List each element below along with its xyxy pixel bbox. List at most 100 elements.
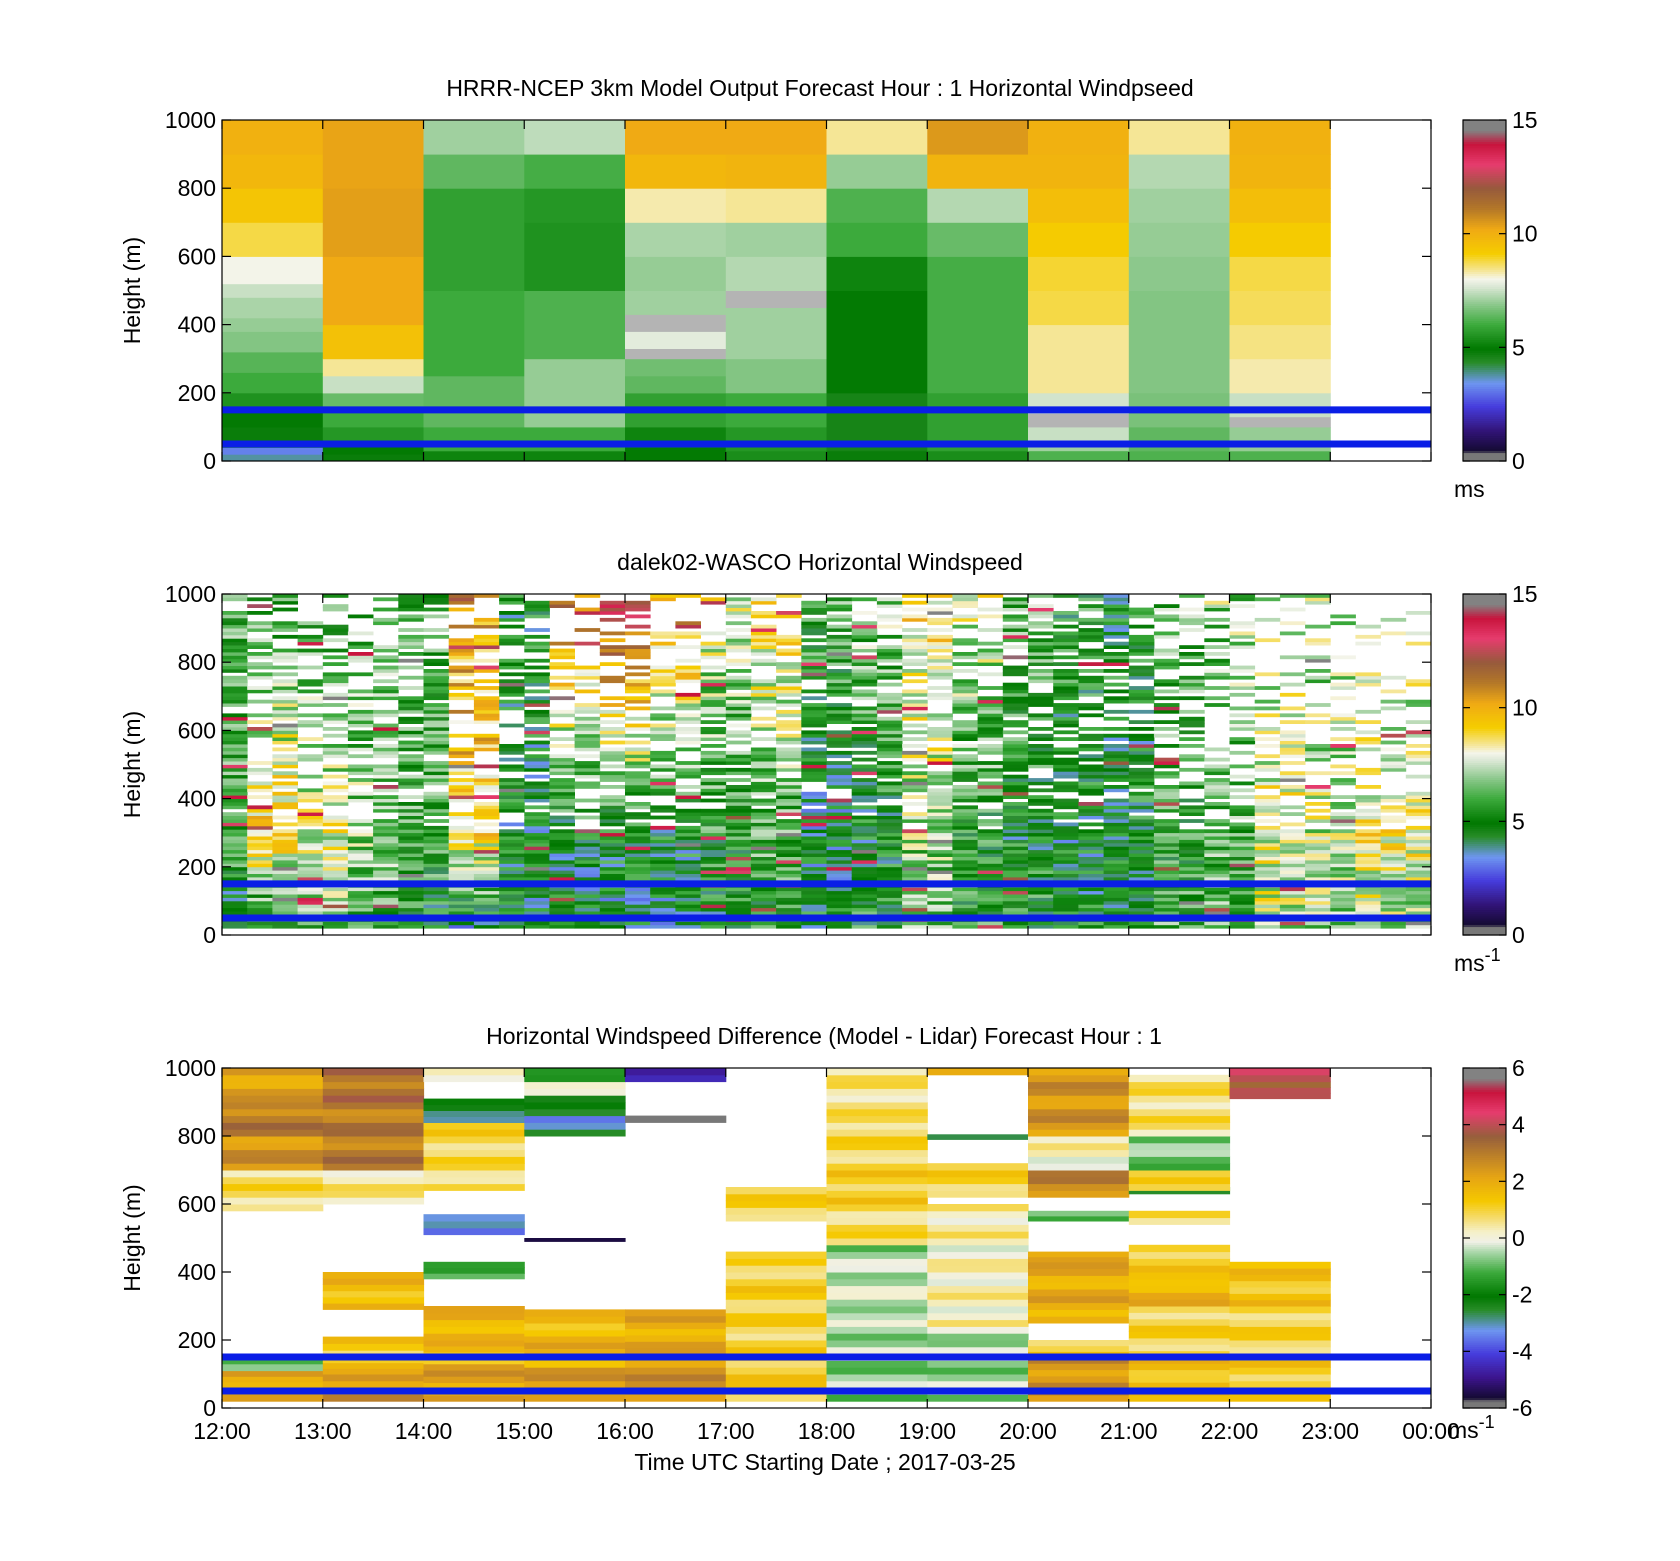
heatmap-cell (247, 870, 273, 874)
heatmap-cell (549, 600, 575, 605)
heatmap-cell (574, 785, 601, 789)
heatmap-cell (977, 706, 1004, 711)
heatmap-cell (801, 655, 827, 660)
heatmap-cell (423, 450, 525, 462)
heatmap-cell (222, 662, 248, 666)
heatmap-cell (247, 672, 273, 677)
heatmap-cell (927, 877, 953, 881)
heatmap-cell (1355, 798, 1381, 803)
heatmap-cell (1078, 805, 1104, 810)
heatmap-cell (322, 853, 349, 857)
heatmap-cell (902, 672, 928, 677)
heatmap-cell (222, 723, 248, 728)
heatmap-cell (1204, 911, 1230, 915)
heatmap-cell (977, 842, 1004, 847)
heatmap-cell (398, 696, 424, 701)
heatmap-cell (222, 1149, 324, 1157)
heatmap-cell (473, 890, 500, 895)
colorbar-swatch (1463, 628, 1506, 631)
heatmap-cell (347, 631, 374, 636)
heatmap-cell (725, 307, 828, 360)
heatmap-cell (977, 730, 1004, 735)
heatmap-cell (952, 703, 978, 707)
heatmap-cell (876, 808, 903, 813)
heatmap-cell (247, 805, 273, 810)
heatmap-cell (826, 607, 853, 612)
heatmap-cell (1128, 1102, 1231, 1110)
heatmap-cell (1380, 846, 1407, 851)
heatmap-cell (1103, 798, 1130, 803)
heatmap-cell (1229, 416, 1331, 428)
heatmap-cell (448, 894, 475, 898)
heatmap-cell (902, 716, 928, 721)
heatmap-cell (1229, 1287, 1331, 1294)
heatmap-cell (1305, 597, 1331, 602)
heatmap-cell (247, 897, 273, 902)
heatmap-cell (524, 767, 550, 772)
heatmap-cell (776, 754, 802, 759)
heatmap-cell (750, 829, 777, 834)
heatmap-cell (1128, 887, 1155, 892)
heatmap-cell (1103, 696, 1130, 701)
heatmap-cell (448, 853, 475, 857)
heatmap-cell (876, 750, 903, 755)
colorbar-swatch (1463, 147, 1506, 151)
heatmap-cell (750, 658, 777, 663)
heatmap-cell (927, 907, 953, 912)
heatmap-cell (322, 696, 349, 701)
heatmap-cell (574, 740, 601, 745)
heatmap-cell (1330, 812, 1356, 816)
heatmap-cell (902, 774, 928, 779)
heatmap-cell (398, 665, 424, 670)
heatmap-cell (398, 761, 424, 765)
colorbar-swatch (1463, 1180, 1506, 1184)
heatmap-cell (1153, 757, 1180, 762)
heatmap-cell (1355, 907, 1381, 912)
heatmap-cell (952, 669, 978, 673)
heatmap-cell (1103, 849, 1130, 854)
heatmap-cell (272, 836, 298, 840)
heatmap-cell (423, 1098, 525, 1106)
heatmap-cell (1028, 911, 1054, 915)
heatmap-cell (927, 1170, 1029, 1178)
heatmap-cell (902, 856, 928, 861)
heatmap-cell (1204, 805, 1230, 810)
heatmap-cell (499, 894, 525, 898)
y-tick-label: 200 (178, 1327, 216, 1353)
heatmap-cell (650, 842, 676, 847)
colorbar-swatch (1463, 200, 1506, 204)
heatmap-cell (423, 1333, 525, 1341)
heatmap-cell (347, 696, 374, 701)
heatmap-cell (952, 832, 978, 837)
heatmap-cell (650, 665, 676, 670)
heatmap-cell (851, 778, 878, 782)
heatmap-cell (222, 392, 324, 411)
heatmap-cell (1028, 655, 1054, 660)
heatmap-cell (1179, 686, 1205, 690)
heatmap-cell (574, 737, 601, 741)
heatmap-cell (1053, 863, 1079, 868)
heatmap-cell (574, 832, 601, 837)
heatmap-cell (1002, 740, 1029, 745)
heatmap-cell (700, 846, 727, 851)
heatmap-cell (1028, 1074, 1130, 1083)
heatmap-cell (347, 771, 374, 776)
heatmap-cell (650, 870, 676, 874)
heatmap-cell (1028, 716, 1054, 721)
heatmap-cell (725, 897, 752, 902)
heatmap-cell (801, 631, 827, 636)
heatmap-cell (524, 785, 550, 789)
heatmap-cell (1405, 631, 1432, 636)
heatmap-cell (1204, 703, 1230, 707)
colorbar-swatch (1463, 1280, 1506, 1284)
heatmap-cell (675, 631, 701, 636)
heatmap-cell (423, 1183, 525, 1191)
heatmap-cell (549, 788, 575, 793)
heatmap-cell (952, 614, 978, 619)
heatmap-cell (952, 911, 978, 915)
heatmap-cell (952, 652, 978, 656)
heatmap-cell (222, 795, 248, 799)
heatmap-cell (1128, 1325, 1231, 1332)
heatmap-cell (851, 822, 878, 827)
heatmap-cell (1405, 754, 1432, 759)
